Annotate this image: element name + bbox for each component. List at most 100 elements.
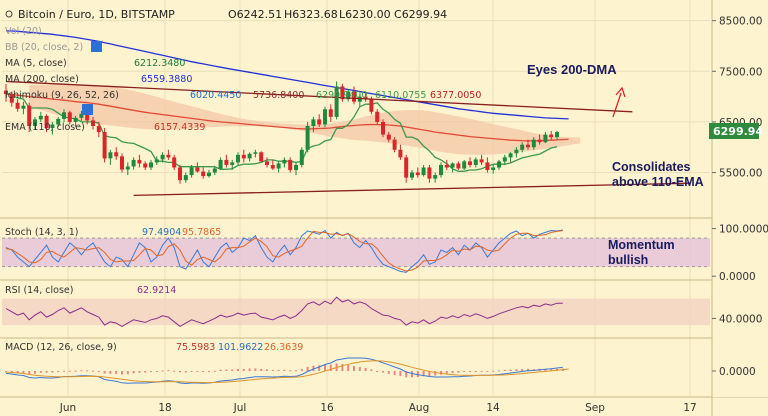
macd-hist-bar xyxy=(97,371,100,372)
candle-body xyxy=(62,112,66,119)
macd-hist-bar xyxy=(387,371,390,374)
macd-hist-bar xyxy=(103,371,106,374)
macd-hist-bar xyxy=(300,368,303,371)
indicator-panes xyxy=(0,217,768,398)
candle-body xyxy=(375,111,380,122)
macd-hist-bar xyxy=(202,371,205,372)
collapse-icon[interactable] xyxy=(5,10,13,18)
legend-bb[interactable]: BB (20, close, 2) xyxy=(5,42,83,53)
macd-hist-bar xyxy=(63,370,65,372)
macd-hist-bar xyxy=(364,368,367,371)
settings-icon[interactable] xyxy=(91,41,102,52)
candle-body xyxy=(108,152,113,159)
legend-ema110-value: 6157.4339 xyxy=(154,122,205,133)
legend-ichimoku-value-1: 6020.4450 xyxy=(190,90,241,101)
macd-hist-bar xyxy=(527,368,529,371)
macd-hist-bar xyxy=(28,371,31,374)
rsi-label[interactable]: RSI (14, close) xyxy=(5,285,73,296)
ohlc-close: C6299.94 xyxy=(394,8,447,21)
macd-hist-bar xyxy=(225,369,228,371)
candle-body xyxy=(212,168,217,173)
macd-hist-bar xyxy=(428,371,431,377)
candle-body xyxy=(381,121,385,135)
candle-body xyxy=(265,161,269,165)
settings-icon[interactable] xyxy=(82,104,93,115)
macd-hist-bar xyxy=(138,371,141,373)
macd-hist-bar xyxy=(242,368,245,371)
candle-body xyxy=(259,152,264,162)
legend-ma200[interactable]: MA (200, close) xyxy=(5,74,79,85)
macd-hist-bar xyxy=(22,371,25,373)
legend-vol[interactable]: Vol (20) xyxy=(5,26,42,37)
candle-body xyxy=(21,105,26,109)
trendline-lower xyxy=(133,182,691,196)
rsi-value: 62.9214 xyxy=(137,285,176,296)
macd-value-3: 26.3639 xyxy=(264,342,303,353)
macd-hist-bar xyxy=(190,371,193,372)
macd-hist-bar xyxy=(503,369,506,371)
candle-body xyxy=(114,152,119,157)
stoch-band xyxy=(2,238,710,267)
candle-body xyxy=(207,172,211,177)
candle-body xyxy=(485,162,490,171)
last-price-badge xyxy=(709,123,759,139)
legend-ma5[interactable]: MA (5, close) xyxy=(5,58,67,69)
macd-label[interactable]: MACD (12, 26, close, 9) xyxy=(5,342,117,353)
candle-body xyxy=(555,132,559,138)
legend-ema110[interactable]: EMA (110, close) xyxy=(5,122,85,133)
price-tick-label: 7500.00 xyxy=(719,66,762,78)
candle-body xyxy=(218,159,223,169)
macd-hist-bar xyxy=(51,371,54,373)
ohlc-high: H6323.68 xyxy=(284,8,338,21)
candle-body xyxy=(102,132,107,159)
price-tick-label: 6500.00 xyxy=(719,117,762,129)
macd-hist-bar xyxy=(34,371,36,374)
macd-hist-bar xyxy=(434,371,437,376)
candle-body xyxy=(514,149,519,154)
stoch-d-line xyxy=(5,230,563,272)
candle-body xyxy=(450,163,455,168)
candle-body xyxy=(9,94,14,103)
macd-hist-bar xyxy=(173,370,176,372)
macd-hist-bar xyxy=(353,366,355,371)
macd-tick-label: 0.0000 xyxy=(719,366,756,378)
candle-body xyxy=(143,163,148,168)
macd-hist-bar xyxy=(121,371,123,375)
candle-body xyxy=(253,152,258,154)
legend-ichimoku-value-3: 6299.9400 xyxy=(316,90,367,101)
candle-body xyxy=(549,134,554,138)
stoch-label[interactable]: Stoch (14, 3, 1) xyxy=(5,227,79,238)
macd-hist-bar xyxy=(329,364,332,371)
macd-hist-bar xyxy=(277,369,280,371)
annotation-eyes: Eyes 200-DMA xyxy=(527,62,617,77)
indicator-legend: Vol (20) BB (20, close, 2) MA (5, close)… xyxy=(5,26,481,133)
candle-body xyxy=(421,167,426,176)
candle-body xyxy=(241,154,246,159)
candle-body xyxy=(502,157,507,162)
legend-ichimoku[interactable]: Ichimoku (9, 26, 52, 26) xyxy=(5,90,119,101)
ichimoku-cloud xyxy=(29,84,581,155)
ohlc-open: O6242.51 xyxy=(228,8,282,21)
annotation-momentum: Momentum xyxy=(608,238,675,252)
trendlines xyxy=(5,80,691,196)
macd-hist-bar xyxy=(324,364,326,371)
macd-hist-bar xyxy=(155,371,158,372)
candle-body xyxy=(531,139,536,148)
candle-body xyxy=(323,109,327,125)
macd-hist-bar xyxy=(237,368,239,371)
arrow-up-head-icon xyxy=(615,86,626,98)
candle-body xyxy=(247,153,252,159)
candle-body xyxy=(497,161,501,168)
price-axis-bg xyxy=(712,0,768,397)
price-tick-label: 5500.00 xyxy=(719,168,762,180)
macd-hist-bar xyxy=(312,365,315,371)
candle-body xyxy=(410,172,414,178)
candle-body xyxy=(120,156,124,170)
candle-body xyxy=(236,154,240,163)
macd-hist-bar xyxy=(126,371,129,375)
macd-value-1: 75.5983 xyxy=(176,342,215,353)
rsi-tick-label: 40.0000 xyxy=(719,313,762,325)
candle-body xyxy=(427,167,432,179)
